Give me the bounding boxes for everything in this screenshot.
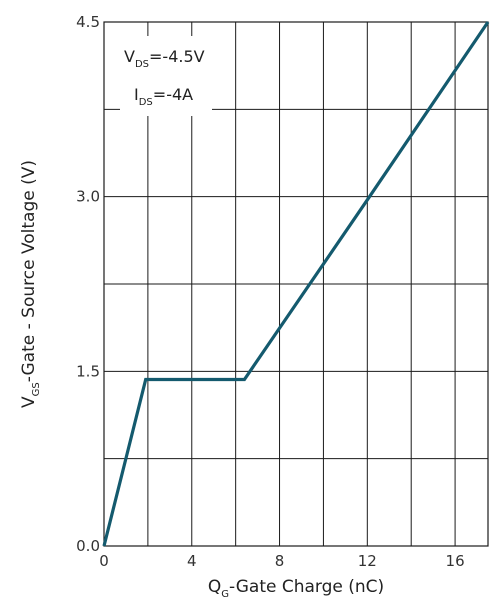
x-tick-label: 4 xyxy=(187,552,197,570)
x-tick-label: 16 xyxy=(446,552,465,570)
series-group xyxy=(102,21,490,547)
annotation-background xyxy=(120,36,212,116)
x-tick-label: 0 xyxy=(99,552,109,570)
series-line xyxy=(102,21,490,547)
y-axis-label: VGS-Gate - Source Voltage (V) xyxy=(19,160,42,408)
y-tick-label: 0.0 xyxy=(76,537,100,555)
y-tick-label: 4.5 xyxy=(76,13,100,31)
plot-border xyxy=(103,21,489,547)
annotation-ids: IDS=-4A xyxy=(134,85,193,108)
y-tick-label: 1.5 xyxy=(76,362,100,380)
x-tick-label: 8 xyxy=(275,552,285,570)
x-axis-label: QG-Gate Charge (nC) xyxy=(208,577,384,600)
y-tick-label: 3.0 xyxy=(76,188,100,206)
y-tick-labels: 0.0 1.5 3.0 4.5 xyxy=(76,13,100,555)
x-tick-labels: 0 4 8 12 16 xyxy=(99,552,464,570)
plot-frame xyxy=(103,21,489,547)
x-tick-label: 12 xyxy=(358,552,377,570)
annotation-vds: VDS=-4.5V xyxy=(124,47,205,70)
